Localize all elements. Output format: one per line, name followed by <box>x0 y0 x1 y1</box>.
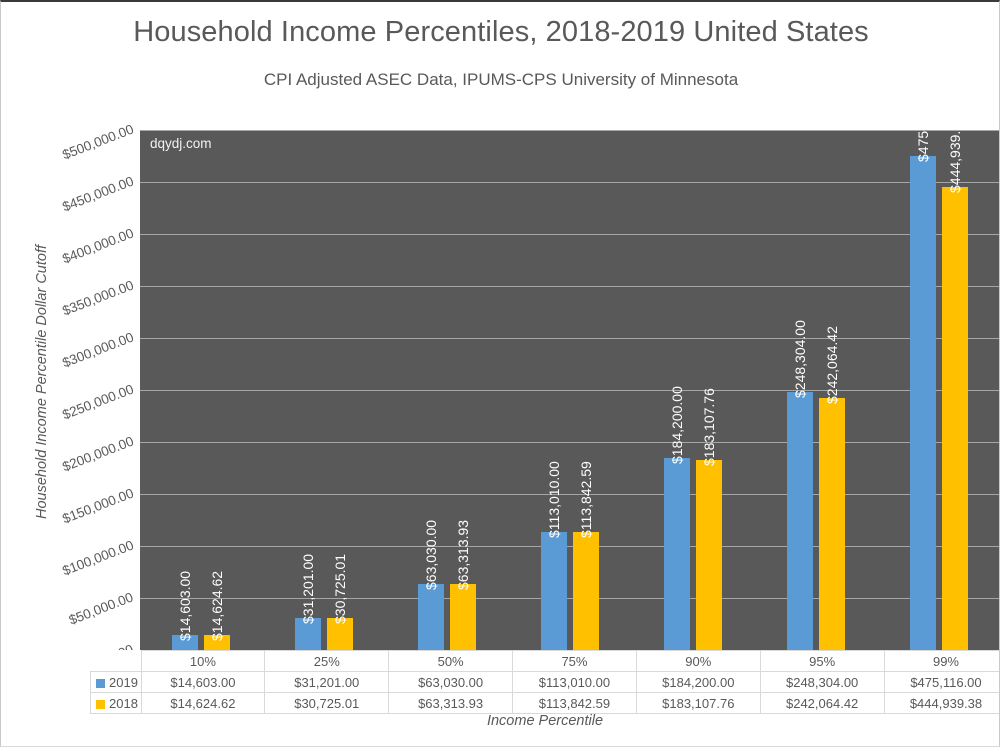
y-axis-tick-label: $450,000.00 <box>60 173 136 215</box>
y-axis-tick-label: $350,000.00 <box>60 277 136 319</box>
table-category-header: 25% <box>264 650 390 672</box>
legend-swatch-icon <box>96 699 105 709</box>
legend-swatch-icon <box>96 678 105 688</box>
y-axis-tick-label: $500,000.00 <box>60 121 136 163</box>
bar-2019-99pct[interactable]: $475,116.00 <box>909 85 936 650</box>
table-cell: $30,725.01 <box>264 692 390 714</box>
y-axis-tick-label: $50,000.00 <box>67 589 136 628</box>
gridline <box>140 598 999 599</box>
bars-layer: $14,603.00 $14,624.62 $31,201.00 $30,725.01… <box>140 85 999 650</box>
table-row: 2019 $14,603.00 $31,201.00 $63,030.00 $113,0… <box>90 671 999 693</box>
bar-value-label: $248,304.00 <box>791 320 808 398</box>
legend-label: 2019 <box>109 674 138 690</box>
table-cell: $475,116.00 <box>883 671 999 693</box>
bar-value-label: $14,624.62 <box>209 570 226 641</box>
table-cell: $248,304.00 <box>759 671 885 693</box>
table-category-header: 95% <box>759 650 885 672</box>
gridline <box>140 234 999 235</box>
y-axis-tick-label: $150,000.00 <box>60 485 136 527</box>
chart-subtitle: CPI Adjusted ASEC Data, IPUMS-CPS Univer… <box>263 70 739 89</box>
gridline <box>140 338 999 339</box>
legend-entry-2018[interactable]: 2018 <box>90 692 142 714</box>
bar-value-label: $184,200.00 <box>668 386 685 464</box>
bar-2018-50pct[interactable]: $63,313.93 <box>450 520 477 650</box>
y-axis-tick-label: $200,000.00 <box>60 433 136 475</box>
table-category-header: 99% <box>883 650 999 672</box>
table-cell: $14,624.62 <box>140 692 266 714</box>
chart-title: Household Income Percentiles, 2018-2019 … <box>133 16 869 48</box>
table-cell: $14,603.00 <box>140 671 266 693</box>
watermark-dqydj: dqydj.com <box>150 136 212 151</box>
data-table: 10% 25% 50% 75% 90% 95% 99% 2019 $14,603.00 $31,2… <box>90 650 999 714</box>
bar-2018-90pct[interactable]: $183,107.76 <box>695 388 722 650</box>
y-axis-tick-labels: $0.00$50,000.00$100,000.00$150,000.00$20… <box>1 2 140 746</box>
bar-2018-10pct[interactable]: $14,624.62 <box>204 571 231 650</box>
bar-2018-95pct[interactable]: $242,064.42 <box>818 326 845 650</box>
table-cell: $444,939.38 <box>883 692 999 714</box>
bar-2018-75pct[interactable]: $113,842.59 <box>573 461 599 650</box>
table-row: 2018 $14,624.62 $30,725.01 $63,313.93 $113,8… <box>90 692 999 714</box>
bar-value-label: $113,842.59 <box>578 461 594 538</box>
bar-2019-50pct[interactable]: $63,030.00 <box>418 520 445 650</box>
bar-value-label: $31,201.00 <box>300 553 317 624</box>
bar-value-label: $183,107.76 <box>700 388 717 466</box>
bar-value-label: $113,010.00 <box>546 461 562 538</box>
bar-value-label: $444,939.38 <box>946 115 963 193</box>
gridline <box>140 494 999 495</box>
bar-2018-25pct[interactable]: $30,725.01 <box>327 554 354 650</box>
bar-2019-95pct[interactable]: $248,304.00 <box>786 320 813 650</box>
table-category-header: 10% <box>140 650 266 672</box>
x-axis-title: Income Percentile <box>486 713 604 729</box>
table-category-header: 75% <box>512 650 637 672</box>
bar-value-label: $30,725.01 <box>332 553 349 624</box>
gridline <box>140 182 999 183</box>
bar-2019-10pct[interactable]: $14,603.00 <box>172 571 199 650</box>
table-cell: $63,313.93 <box>388 692 514 714</box>
table-cell: $113,010.00 <box>512 671 637 693</box>
bar-2019-75pct[interactable]: $113,010.00 <box>541 461 567 650</box>
y-axis-tick-label: $250,000.00 <box>60 381 136 423</box>
gridline <box>140 442 999 443</box>
gridline <box>140 390 999 391</box>
bar-value-label: $242,064.42 <box>823 326 840 404</box>
bar-value-label: $14,603.00 <box>177 570 194 641</box>
table-cell: $184,200.00 <box>635 671 761 693</box>
bar-value-label: $475,116.00 <box>914 85 931 162</box>
y-axis-tick-label: $300,000.00 <box>60 329 136 371</box>
table-cell: $242,064.42 <box>759 692 885 714</box>
table-category-header: 90% <box>635 650 761 672</box>
gridline <box>140 286 999 287</box>
bar-value-label: $63,030.00 <box>423 519 440 590</box>
table-corner-cell <box>90 650 142 672</box>
table-category-header: 50% <box>388 650 514 672</box>
bar-value-label: $63,313.93 <box>455 519 472 590</box>
y-axis-tick-label: $400,000.00 <box>60 225 136 267</box>
legend-entry-2019[interactable]: 2019 <box>90 671 142 693</box>
table-cell: $31,201.00 <box>264 671 390 693</box>
table-cell: $63,030.00 <box>388 671 514 693</box>
table-cell: $183,107.76 <box>635 692 761 714</box>
table-cell: $113,842.59 <box>512 692 637 714</box>
y-axis-tick-label: $100,000.00 <box>60 537 136 579</box>
legend-label: 2018 <box>109 695 138 711</box>
table-row-categories: 10% 25% 50% 75% 90% 95% 99% <box>90 650 999 672</box>
bar-2018-99pct[interactable]: $444,939.38 <box>941 115 968 650</box>
bar-2019-25pct[interactable]: $31,201.00 <box>295 554 322 650</box>
gridline <box>140 130 999 131</box>
plot-area: dqydj.com $14,603.00 $14,624.62 $31,201.00… <box>140 85 999 651</box>
bar-2019-90pct[interactable]: $184,200.00 <box>663 386 690 650</box>
gridline <box>140 546 999 547</box>
